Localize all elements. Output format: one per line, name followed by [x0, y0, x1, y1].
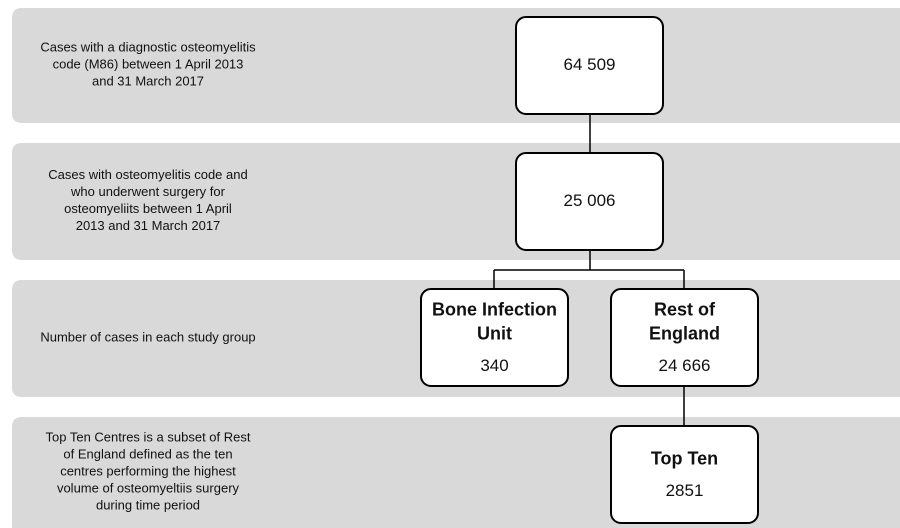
node-box — [515, 16, 664, 115]
node-title: Unit — [477, 323, 512, 343]
row-description: Top Ten Centres is a subset of Rest — [46, 429, 251, 444]
node-box — [420, 288, 569, 387]
node-count: 340 — [480, 356, 508, 375]
node-title: Rest of — [654, 299, 716, 319]
row-description: Cases with osteomyelitis code and — [48, 167, 247, 182]
connector — [493, 249, 685, 289]
row-description: 2013 and 31 March 2017 — [76, 218, 221, 233]
row-band — [12, 143, 900, 260]
row-band — [12, 8, 900, 123]
row-description: code (M86) between 1 April 2013 — [53, 56, 244, 71]
node-count: 25 006 — [564, 191, 616, 210]
node-box — [610, 425, 759, 524]
node-count: 2851 — [666, 481, 704, 500]
node-box — [515, 152, 664, 251]
row-description: osteomyeliits between 1 April — [64, 201, 232, 216]
row-description: Number of cases in each study group — [40, 329, 255, 344]
node-box — [610, 288, 759, 387]
node-title: Top Ten — [651, 448, 718, 468]
node-title: Bone Infection — [432, 299, 557, 319]
row-description: during time period — [96, 497, 200, 512]
row-description: volume of osteomyeltiis surgery — [57, 480, 240, 495]
row-description: Cases with a diagnostic osteomyelitis — [40, 39, 256, 54]
node-count: 24 666 — [659, 356, 711, 375]
node-title: England — [649, 323, 720, 343]
row-description: and 31 March 2017 — [92, 73, 204, 88]
node-count: 64 509 — [564, 55, 616, 74]
row-description: of England defined as the ten — [63, 446, 232, 461]
row-description: who underwent surgery for — [70, 184, 226, 199]
row-description: centres performing the highest — [60, 463, 236, 478]
